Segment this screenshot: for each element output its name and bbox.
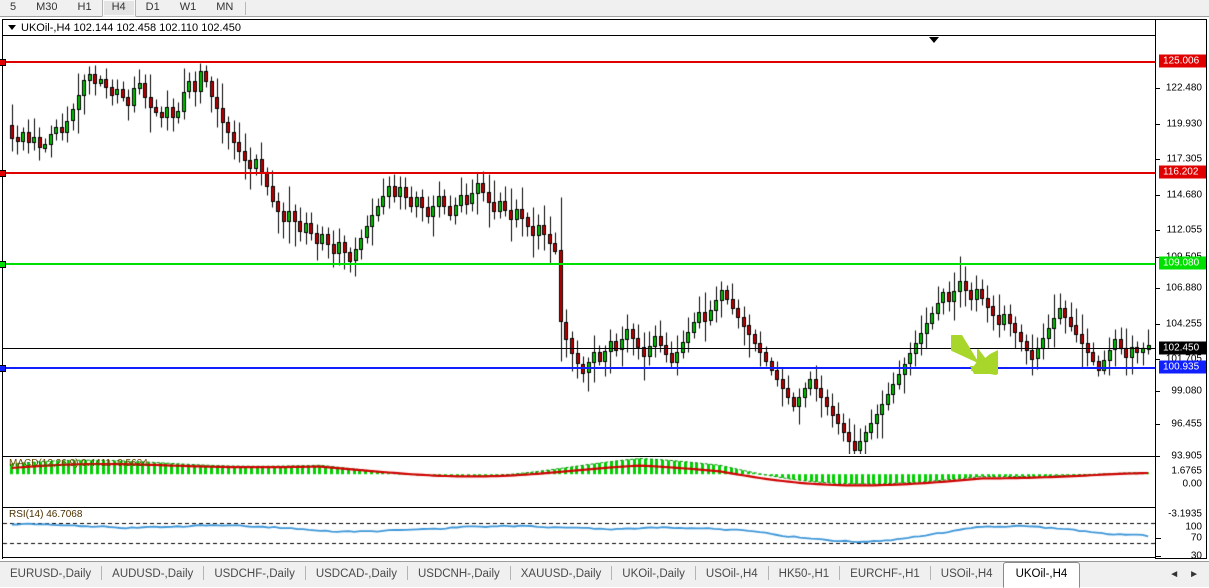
- timeframe-mn[interactable]: MN: [216, 1, 234, 13]
- price-level-label-resistance-upper[interactable]: 125.006: [1159, 54, 1206, 68]
- triangle-down-icon[interactable]: [8, 25, 16, 30]
- macd-label: MACD(12,26,9) 0.4411 -0.5624: [9, 458, 148, 469]
- symbol-tab-audusddaily[interactable]: AUDUSD-,Daily: [112, 568, 194, 580]
- symbol-tab-eurusddaily[interactable]: EURUSD-,Daily: [10, 568, 92, 580]
- macd-tick-label: 1.6765: [1171, 465, 1202, 477]
- page-title: UKOil-,H4 102.144 102.458 102.110 102.45…: [21, 21, 241, 34]
- timeframe-d1[interactable]: D1: [145, 1, 160, 13]
- rsi-level-tick: [1156, 556, 1161, 557]
- triangle-down-marker-icon[interactable]: [929, 37, 939, 43]
- rsi-label: RSI(14) 46.7068: [9, 509, 83, 520]
- timeframe-h1[interactable]: H1: [77, 1, 92, 13]
- price-pane[interactable]: [3, 36, 1155, 454]
- price-tick-label: 99.080: [1171, 385, 1202, 397]
- tab-divider: [304, 566, 306, 580]
- rsi-pane[interactable]: RSI(14) 46.7068: [3, 507, 1155, 558]
- scale-tick: [1156, 230, 1160, 231]
- chart-frame[interactable]: UKOil-,H4 102.144 102.458 102.110 102.45…: [0, 19, 1207, 576]
- candlestick-canvas: [3, 36, 1155, 454]
- tab-divider: [767, 566, 769, 580]
- scale-tick: [1156, 359, 1160, 360]
- price-tick-label: 96.455: [1171, 418, 1202, 430]
- rsi-level-tick: [1156, 538, 1161, 539]
- price-tick-label: 122.480: [1165, 82, 1202, 94]
- scale-tick: [1156, 124, 1160, 125]
- rsi-tick-label: 100: [1185, 521, 1202, 533]
- timeframe-w1[interactable]: W1: [179, 1, 197, 13]
- price-tick-label: 101.705: [1165, 353, 1202, 365]
- symbol-tab-usdcnhdaily[interactable]: USDCNH-,Daily: [417, 568, 500, 580]
- price-tick-label: 114.680: [1166, 189, 1202, 201]
- scale-tick: [1156, 88, 1160, 89]
- timeframe-h4[interactable]: H4: [101, 0, 136, 17]
- symbol-tab-hk50h1[interactable]: HK50-,H1: [778, 568, 830, 580]
- timeframe-m30[interactable]: M30: [36, 1, 58, 13]
- scale-tick: [1156, 159, 1160, 160]
- symbol-tab-ukoildaily[interactable]: UKOil-,Daily: [622, 568, 685, 580]
- rsi-tick-label: 70: [1190, 532, 1202, 544]
- symbol-tab-bar: EURUSD-,Daily AUDUSD-,Daily USDCHF-,Daily U…: [0, 561, 1209, 588]
- scale-tick: [1156, 456, 1160, 457]
- symbol-tab-ukoilh4[interactable]: UKOil-,H4: [1002, 562, 1081, 588]
- tab-divider: [694, 566, 696, 580]
- scale-tick: [1156, 391, 1160, 392]
- symbol-tab-usoilh4[interactable]: USOil-,H4: [705, 568, 758, 580]
- price-level-label-support-blue[interactable]: 100.935: [1159, 360, 1206, 374]
- macd-canvas: [3, 457, 1155, 507]
- toolbar-divider: [245, 1, 247, 15]
- symbol-tab-usdcaddaily[interactable]: USDCAD-,Daily: [315, 568, 397, 580]
- symbol-tab-xauusddaily[interactable]: XAUUSD-,Daily: [520, 568, 602, 580]
- price-tick-label: 93.905: [1171, 450, 1202, 462]
- price-tick-label: 104.255: [1165, 318, 1202, 330]
- chevron-right-icon[interactable]: ►: [1189, 569, 1199, 580]
- scale-tick: [1156, 257, 1160, 258]
- scale-tick: [1156, 288, 1160, 289]
- tab-divider: [611, 566, 613, 580]
- chevron-left-icon[interactable]: ◄: [1169, 569, 1180, 580]
- timeframe-toolbar: 5 M30 H1 H4 D1 W1 MN: [0, 0, 1209, 17]
- symbol-tab-usoilh4[interactable]: USOil-,H4: [940, 568, 993, 580]
- price-level-label-resistance-mid[interactable]: 116.202: [1159, 165, 1206, 179]
- rsi-tick-label: 30: [1190, 550, 1202, 562]
- rsi-canvas: [3, 508, 1155, 558]
- tab-divider: [509, 566, 511, 580]
- price-tick-label: 119.930: [1166, 118, 1202, 130]
- chart-title-row: UKOil-,H4 102.144 102.458 102.110 102.45…: [3, 20, 1155, 36]
- scale-tick: [1156, 424, 1160, 425]
- price-tick-label: 112.055: [1166, 224, 1202, 236]
- timeframe-5[interactable]: 5: [10, 1, 17, 13]
- macd-pane[interactable]: MACD(12,26,9) 0.4411 -0.5624: [3, 456, 1155, 507]
- tab-nav: ◄ ►: [1159, 569, 1209, 587]
- symbol-tab-eurchfh1[interactable]: EURCHF-,H1: [850, 568, 920, 580]
- tab-divider: [839, 566, 841, 580]
- scale-tick: [1156, 324, 1160, 325]
- tab-divider: [203, 566, 205, 580]
- tab-divider: [406, 566, 408, 580]
- scale-tick: [1156, 195, 1160, 196]
- current-price-label: 102.450: [1159, 341, 1206, 355]
- symbol-tab-usdchfdaily[interactable]: USDCHF-,Daily: [214, 568, 295, 580]
- macd-tick-label: -3.1935: [1168, 508, 1202, 520]
- price-scale[interactable]: 122.480119.930117.305114.680112.055109.5…: [1155, 20, 1206, 572]
- macd-tick-label: 0.00: [1182, 478, 1202, 490]
- price-tick-label: 106.880: [1165, 282, 1202, 294]
- tab-divider: [929, 566, 931, 580]
- price-level-label-support-green[interactable]: 109.080: [1159, 256, 1206, 270]
- price-tick-label: 117.305: [1166, 153, 1202, 165]
- tab-divider: [101, 566, 103, 580]
